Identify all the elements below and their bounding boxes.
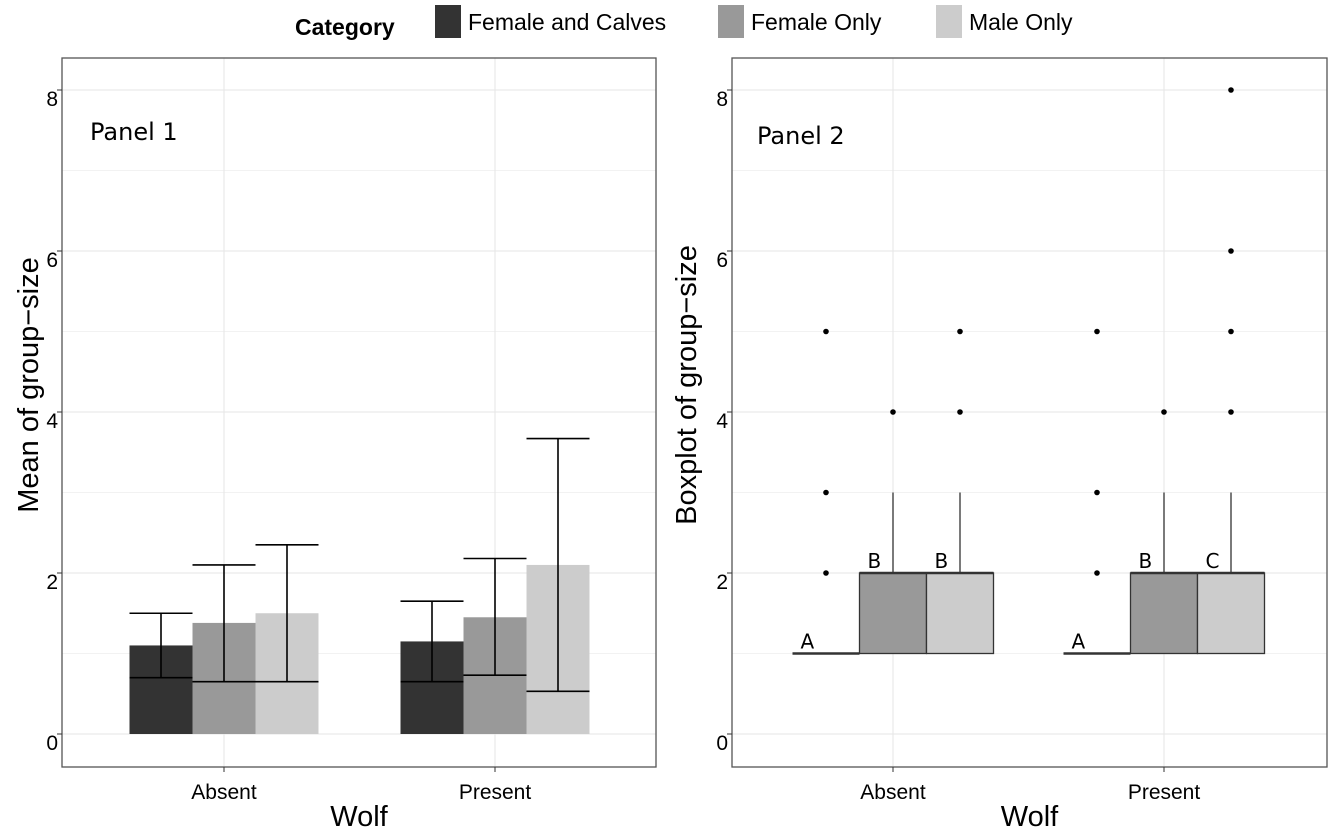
error-bars bbox=[129, 437, 590, 693]
outlier-point bbox=[1228, 328, 1234, 335]
x-axis: Absent Present bbox=[860, 767, 1200, 804]
y-axis-title: Boxplot of group−size bbox=[671, 245, 703, 525]
legend-title: Category bbox=[295, 14, 395, 40]
y-tick-label: 6 bbox=[46, 249, 58, 272]
outlier-point bbox=[823, 570, 829, 576]
x-tick-label: Present bbox=[1128, 781, 1201, 804]
outlier-point bbox=[1228, 409, 1234, 415]
box-body bbox=[925, 572, 995, 655]
legend-swatch bbox=[435, 5, 461, 38]
box: B bbox=[925, 328, 995, 655]
x-tick-label: Absent bbox=[191, 781, 257, 804]
legend-label: Male Only bbox=[969, 9, 1073, 35]
panels: 0 2 4 6 8 Absent Present Wolf Mean of group−size… bbox=[13, 57, 1328, 832]
panel-2: 0 2 4 6 8 Absent Present Wolf Boxplot of group−s… bbox=[671, 57, 1328, 832]
outlier-point bbox=[957, 409, 963, 415]
box: C bbox=[1196, 87, 1266, 655]
panel-1: 0 2 4 6 8 Absent Present Wolf Mean of group−size… bbox=[13, 57, 657, 832]
outlier-point bbox=[1094, 328, 1100, 335]
y-tick-label: 4 bbox=[46, 410, 58, 433]
y-tick-label: 8 bbox=[46, 88, 58, 111]
significance-letter: A bbox=[1072, 630, 1086, 654]
y-axis: 0 2 4 6 8 bbox=[716, 88, 732, 755]
significance-letter: A bbox=[801, 630, 815, 654]
outlier-point bbox=[1228, 87, 1234, 93]
gridlines bbox=[732, 58, 1327, 767]
legend-label: Female and Calves bbox=[468, 9, 666, 35]
outlier-point bbox=[957, 328, 963, 335]
y-tick-label: 0 bbox=[716, 732, 728, 755]
box: A bbox=[792, 328, 860, 655]
y-axis: 0 2 4 6 8 bbox=[46, 88, 62, 755]
panel-label: Panel 1 bbox=[90, 118, 178, 146]
box-body bbox=[1196, 572, 1266, 655]
outlier-point bbox=[1228, 248, 1234, 254]
outlier-point bbox=[890, 409, 896, 415]
boxes: A A B B B C bbox=[792, 87, 1266, 655]
x-tick-label: Present bbox=[459, 781, 532, 804]
outlier-point bbox=[823, 328, 829, 335]
box: B bbox=[1129, 409, 1199, 655]
panel-label: Panel 2 bbox=[757, 122, 845, 150]
legend-swatch bbox=[718, 5, 744, 38]
box-body bbox=[1129, 572, 1199, 655]
bars bbox=[129, 564, 590, 734]
significance-letter: C bbox=[1206, 549, 1220, 573]
significance-letter: B bbox=[1139, 549, 1153, 573]
legend-swatch bbox=[936, 5, 962, 38]
y-tick-label: 8 bbox=[716, 88, 728, 111]
y-tick-label: 2 bbox=[716, 571, 728, 594]
y-tick-label: 6 bbox=[716, 249, 728, 272]
y-tick-label: 2 bbox=[46, 571, 58, 594]
x-axis-title: Wolf bbox=[1001, 801, 1059, 832]
x-axis: Absent Present bbox=[191, 767, 531, 804]
outlier-point bbox=[1161, 409, 1167, 415]
y-axis-title: Mean of group−size bbox=[13, 257, 45, 513]
outlier-point bbox=[823, 489, 829, 496]
x-axis-title: Wolf bbox=[330, 801, 388, 832]
legend-label: Female Only bbox=[751, 9, 882, 35]
outlier-point bbox=[1094, 489, 1100, 496]
y-tick-label: 4 bbox=[716, 410, 728, 433]
significance-letter: B bbox=[935, 549, 949, 573]
y-tick-label: 0 bbox=[46, 732, 58, 755]
box: A bbox=[1063, 328, 1131, 655]
significance-letter: B bbox=[868, 549, 882, 573]
box: B bbox=[858, 409, 928, 655]
x-tick-label: Absent bbox=[860, 781, 926, 804]
outlier-point bbox=[1094, 570, 1100, 576]
box-body bbox=[858, 572, 928, 655]
legend: Category Female and Calves Female Only Mal… bbox=[295, 5, 1073, 40]
